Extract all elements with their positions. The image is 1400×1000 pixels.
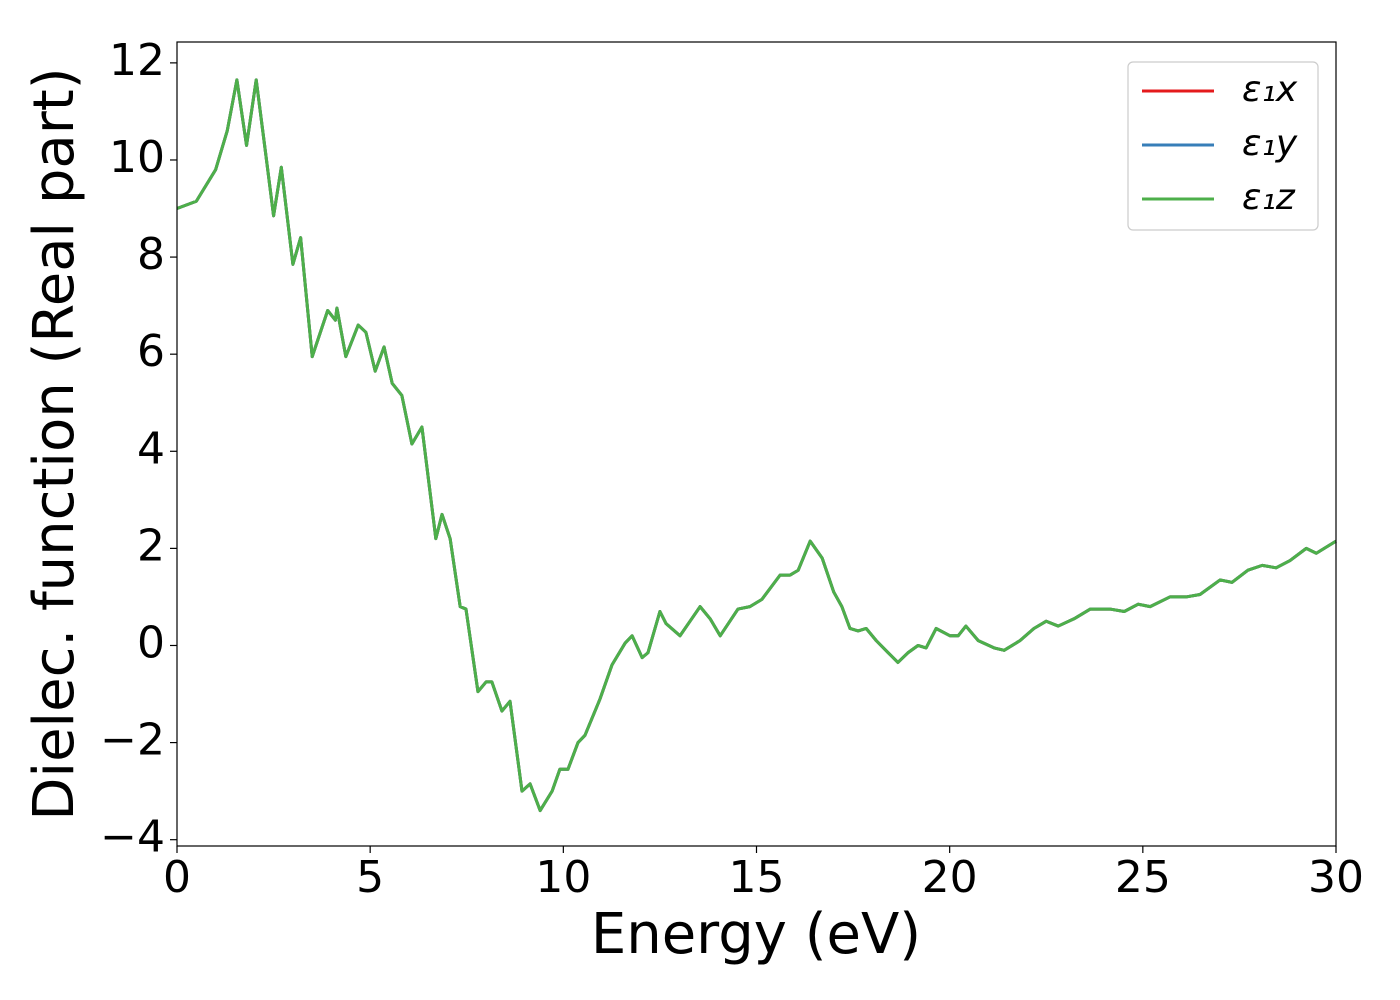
legend-label: ε₁y (1242, 123, 1298, 164)
y-tick-label: 10 (109, 132, 165, 183)
line-series (176, 78, 1337, 813)
legend-box (1127, 61, 1319, 231)
x-tick-label: 15 (729, 852, 785, 903)
y-axis-label: Dielec. function (Real part) (22, 67, 87, 820)
y-tick-label: 12 (109, 35, 165, 86)
y-tick-label: 4 (137, 423, 165, 474)
y-tick-label: −4 (100, 812, 165, 863)
plot-frame (176, 41, 1337, 847)
x-tick-label: 20 (922, 852, 978, 903)
y-tick-label: −2 (100, 715, 165, 766)
y-tick-label: 0 (137, 617, 165, 668)
x-axis-label: Energy (eV) (591, 902, 921, 967)
x-tick-label: 10 (535, 852, 591, 903)
x-tick-label: 5 (356, 852, 384, 903)
y-tick-label: 2 (137, 520, 165, 571)
legend-label: ε₁x (1242, 69, 1298, 110)
x-tick-label: 25 (1115, 852, 1171, 903)
x-tick-label: 0 (163, 852, 191, 903)
legend-label: ε₁z (1242, 177, 1296, 218)
y-tick-label: 8 (137, 229, 165, 280)
x-tick-label: 30 (1308, 852, 1364, 903)
y-tick-label: 6 (137, 326, 165, 377)
